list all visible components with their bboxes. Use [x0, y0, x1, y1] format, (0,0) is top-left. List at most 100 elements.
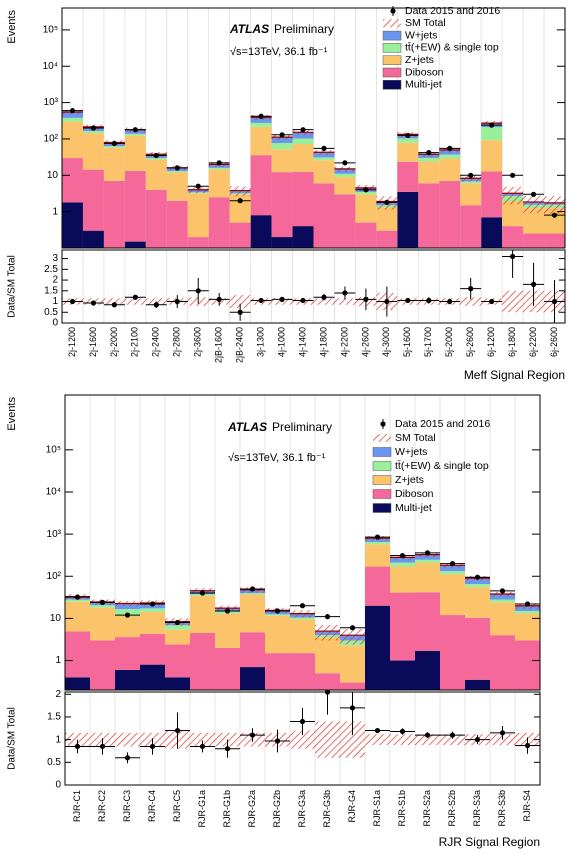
main-frame	[64, 394, 541, 691]
x-tick-label: RJR-C3	[122, 790, 132, 822]
bar-segment	[82, 131, 104, 134]
ratio-uncertainty	[115, 732, 140, 747]
bar-segment	[166, 172, 188, 201]
bar-segment	[208, 197, 230, 248]
y-tick-label: 10⁴	[43, 61, 58, 72]
bar-segment	[465, 584, 490, 588]
data-point	[224, 608, 231, 614]
bar-segment	[415, 554, 440, 560]
bar-segment	[440, 574, 465, 616]
bar-segment	[481, 171, 503, 218]
x-tick-label: 6j-1200	[486, 327, 496, 357]
data-point	[149, 601, 156, 607]
sm-uncertainty	[315, 624, 340, 641]
bar-segment	[390, 566, 415, 593]
data-point	[551, 212, 558, 218]
bar-segment	[271, 172, 293, 238]
bar-segment	[250, 122, 272, 127]
ratio-point	[224, 746, 231, 752]
x-tick-label: 4j-2600	[360, 327, 370, 357]
ratio-point	[274, 738, 281, 744]
ratio-uncertainty	[390, 734, 415, 746]
ratio-point	[530, 281, 537, 287]
ratio-point	[510, 253, 516, 260]
bar-segment	[376, 230, 398, 248]
data-point	[342, 160, 348, 166]
data-point	[349, 625, 356, 631]
bar-segment	[65, 601, 90, 632]
ratio-y-tick-label: 0	[52, 318, 58, 329]
bar-segment	[240, 667, 265, 690]
data-point	[174, 619, 181, 626]
x-tick-label: RJR-C4	[147, 790, 157, 822]
bar-segment	[415, 650, 440, 690]
data-point	[321, 145, 327, 151]
bar-segment	[103, 146, 125, 148]
ratio-point	[405, 297, 411, 304]
ratio-point	[447, 298, 453, 305]
bar-segment	[62, 121, 83, 159]
bar-segment	[397, 142, 419, 162]
bar-segment	[229, 194, 251, 223]
atlas-status: Preliminary	[272, 420, 332, 434]
ratio-point	[524, 742, 531, 749]
bar-segment	[465, 578, 490, 585]
ratio-frame	[64, 691, 541, 786]
legend-swatch	[382, 67, 402, 78]
x-tick-label: 5j-1700	[423, 327, 433, 357]
legend-swatch	[373, 434, 391, 442]
ratio-point	[216, 296, 222, 302]
bar-segment	[490, 599, 515, 603]
bar-segment	[523, 208, 545, 234]
bar-segment	[340, 645, 365, 683]
bar-segment	[145, 189, 167, 248]
data-point	[300, 127, 306, 133]
ratio-point	[424, 732, 431, 738]
data-point	[424, 550, 431, 556]
ratio-point	[279, 296, 285, 302]
ratio-uncertainty	[290, 730, 315, 749]
bar-segment	[365, 544, 390, 567]
bar-segment	[440, 565, 465, 572]
data-point	[274, 608, 281, 614]
x-tick-label: RJR-G3b	[322, 790, 332, 828]
bar-segment	[292, 144, 314, 172]
bar-segment	[140, 611, 165, 634]
ratio-y-tick-label: 2.5	[44, 264, 58, 275]
data-point	[258, 113, 264, 119]
bar-segment	[265, 615, 290, 654]
bar-segment	[365, 566, 390, 606]
bar-segment	[515, 640, 540, 690]
x-tick-label: RJR-S4	[522, 790, 532, 822]
x-tick-label: 5j-2600	[465, 327, 475, 357]
bar-segment	[334, 194, 356, 248]
ratio-point	[111, 302, 117, 308]
ratio-point	[551, 298, 558, 305]
ratio-point	[468, 286, 474, 292]
bar-segment	[490, 635, 515, 690]
y-tick-label: 10²	[44, 134, 59, 145]
bar-segment	[250, 215, 272, 248]
bar-segment	[515, 610, 540, 614]
ratio-point	[321, 294, 327, 300]
sm-uncertainty	[229, 186, 251, 197]
ratio-uncertainty	[440, 734, 465, 746]
ratio-point	[90, 300, 97, 306]
y-tick-label: 10⁴	[46, 487, 61, 498]
y-tick-label: 10	[47, 170, 59, 181]
bar-segment	[313, 183, 335, 248]
data-point	[99, 599, 106, 605]
bar-segment	[390, 562, 415, 567]
ratio-uncertainty	[229, 295, 251, 308]
legend-swatch	[382, 80, 402, 90]
bar-segment	[334, 173, 356, 177]
legend-label: W+jets	[395, 446, 427, 458]
x-tick-label: 5j-1600	[402, 327, 412, 357]
bar-segment	[376, 207, 398, 231]
ratio-point	[499, 730, 506, 736]
data-point	[530, 191, 537, 197]
bar-segment	[215, 647, 240, 690]
bar-segment	[481, 217, 503, 248]
data-point	[69, 108, 76, 114]
